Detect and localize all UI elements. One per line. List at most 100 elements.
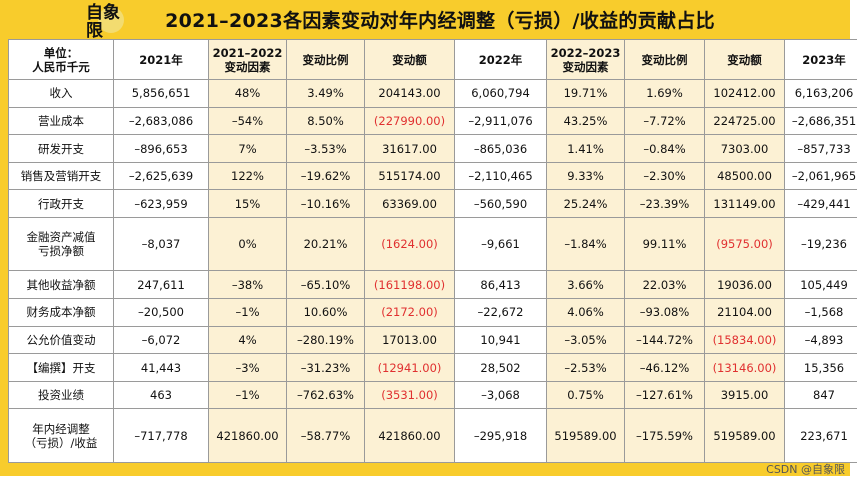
table-cell: –9,661 — [455, 218, 547, 271]
header-cell: 2022年 — [455, 40, 547, 80]
table-cell: –295,918 — [455, 409, 547, 463]
table-cell: 5,856,651 — [114, 80, 209, 108]
table-cell: –3,068 — [455, 381, 547, 409]
header-row: 单位： 人民币千元 2021年 2021–2022 变动因素 变动比例 变动额 … — [9, 40, 857, 80]
table-row: 年内经调整 （亏损）/收益 –717,778 421860.00 –58.77% 421… — [9, 409, 857, 463]
table-cell: –3.05% — [547, 326, 625, 354]
row-label: 研发开支 — [9, 135, 114, 163]
table-cell: –144.72% — [625, 326, 705, 354]
table-cell: –429,441 — [785, 190, 857, 218]
table-cell: –2,683,086 — [114, 107, 209, 135]
table-cell: 86,413 — [455, 271, 547, 299]
table-cell: 15% — [209, 190, 287, 218]
table-cell: (3531.00) — [365, 381, 455, 409]
table-cell: –1% — [209, 381, 287, 409]
watermark: CSDN @自象限 — [766, 461, 845, 477]
table-cell: –560,590 — [455, 190, 547, 218]
table-cell: 48500.00 — [705, 162, 785, 190]
table-cell: –2,110,465 — [455, 162, 547, 190]
table-cell: 21104.00 — [705, 299, 785, 327]
table-cell: –46.12% — [625, 354, 705, 382]
table-cell: –23.39% — [625, 190, 705, 218]
table-cell: 1.69% — [625, 80, 705, 108]
table-row: 行政开支 –623,959 15% –10.16% 63369.00 –560,590 25… — [9, 190, 857, 218]
table-cell: –31.23% — [287, 354, 365, 382]
table-cell: (9575.00) — [705, 218, 785, 271]
table-cell: 25.24% — [547, 190, 625, 218]
table-row: 研发开支 –896,653 7% –3.53% 31617.00 –865,036 1.41… — [9, 135, 857, 163]
row-label: 【编撰】开支 — [9, 354, 114, 382]
table-cell: (13146.00) — [705, 354, 785, 382]
row-label: 金融资产减值 亏损净额 — [9, 218, 114, 271]
table-cell: –865,036 — [455, 135, 547, 163]
table-row: 【编撰】开支 41,443 –3% –31.23% (12941.00) 28,502 –2… — [9, 354, 857, 382]
table-cell: 63369.00 — [365, 190, 455, 218]
table-cell: 41,443 — [114, 354, 209, 382]
table-row: 金融资产减值 亏损净额 –8,037 0% 20.21% (1624.00) –9,661… — [9, 218, 857, 271]
table-cell: 48% — [209, 80, 287, 108]
table-cell: –4,893 — [785, 326, 857, 354]
table-cell: 43.25% — [547, 107, 625, 135]
table-cell: –19.62% — [287, 162, 365, 190]
table-cell: 22.03% — [625, 271, 705, 299]
table-cell: –1.84% — [547, 218, 625, 271]
header-cell: 变动比例 — [287, 40, 365, 80]
table-cell: 6,060,794 — [455, 80, 547, 108]
table-row: 公允价值变动 –6,072 4% –280.19% 17013.00 10,941 –3.0… — [9, 326, 857, 354]
table-cell: 0% — [209, 218, 287, 271]
table-cell: 4.06% — [547, 299, 625, 327]
table-cell: 131149.00 — [705, 190, 785, 218]
table-cell: 3.66% — [547, 271, 625, 299]
table-cell: –93.08% — [625, 299, 705, 327]
table-row: 收入 5,856,651 48% 3.49% 204143.00 6,060,794 19.… — [9, 80, 857, 108]
table-cell: –623,959 — [114, 190, 209, 218]
row-label: 营业成本 — [9, 107, 114, 135]
table-row: 其他收益净额 247,611 –38% –65.10% (161198.00) 86,41… — [9, 271, 857, 299]
row-label: 年内经调整 （亏损）/收益 — [9, 409, 114, 463]
table-cell: 6,163,206 — [785, 80, 857, 108]
table-row: 投资业绩 463 –1% –762.63% (3531.00) –3,068 0.75% –1… — [9, 381, 857, 409]
table-cell: –54% — [209, 107, 287, 135]
table-cell: 247,611 — [114, 271, 209, 299]
table-cell: 31617.00 — [365, 135, 455, 163]
table-cell: 19.71% — [547, 80, 625, 108]
table-cell: 17013.00 — [365, 326, 455, 354]
table-cell: –1% — [209, 299, 287, 327]
table-cell: 7% — [209, 135, 287, 163]
table-cell: 1.41% — [547, 135, 625, 163]
table-cell: 463 — [114, 381, 209, 409]
row-label: 公允价值变动 — [9, 326, 114, 354]
table-cell: 3.49% — [287, 80, 365, 108]
table-cell: –22,672 — [455, 299, 547, 327]
table-cell: –38% — [209, 271, 287, 299]
table-cell: 10.60% — [287, 299, 365, 327]
table-cell: –175.59% — [625, 409, 705, 463]
row-label: 行政开支 — [9, 190, 114, 218]
header-cell: 2021–2022 变动因素 — [209, 40, 287, 80]
table-cell: 223,671 — [785, 409, 857, 463]
table-row: 销售及营销开支 –2,625,639 122% –19.62% 515174.00 –2,… — [9, 162, 857, 190]
table-cell: (1624.00) — [365, 218, 455, 271]
table-cell: 0.75% — [547, 381, 625, 409]
table-cell: –3.53% — [287, 135, 365, 163]
table-cell: –2,061,965 — [785, 162, 857, 190]
table-cell: 102412.00 — [705, 80, 785, 108]
table-cell: 9.33% — [547, 162, 625, 190]
header-cell: 变动额 — [705, 40, 785, 80]
page-title: 2021–2023各因素变动对年内经调整（亏损）/收益的贡献占比 — [160, 6, 720, 33]
table-cell: 28,502 — [455, 354, 547, 382]
header-cell: 2023年 — [785, 40, 857, 80]
table-cell: –8,037 — [114, 218, 209, 271]
table-cell: –127.61% — [625, 381, 705, 409]
table-cell: 3915.00 — [705, 381, 785, 409]
table-cell: 224725.00 — [705, 107, 785, 135]
row-label: 其他收益净额 — [9, 271, 114, 299]
table-row: 财务成本净额 –20,500 –1% 10.60% (2172.00) –22,672 4.… — [9, 299, 857, 327]
table-cell: 204143.00 — [365, 80, 455, 108]
header-cell: 2022–2023 变动因素 — [547, 40, 625, 80]
contribution-table: 单位： 人民币千元 2021年 2021–2022 变动因素 变动比例 变动额 … — [8, 39, 857, 463]
table-cell: –1,568 — [785, 299, 857, 327]
table-cell: 7303.00 — [705, 135, 785, 163]
row-label: 收入 — [9, 80, 114, 108]
table-cell: (2172.00) — [365, 299, 455, 327]
